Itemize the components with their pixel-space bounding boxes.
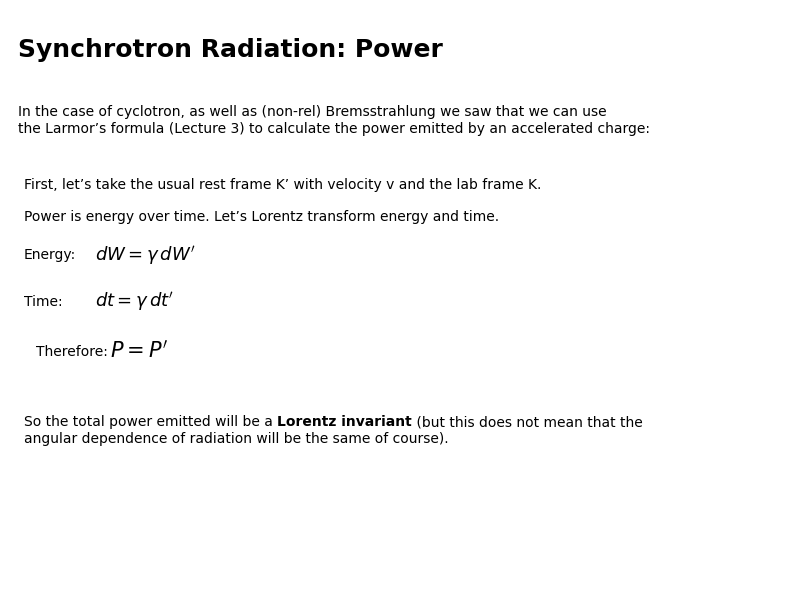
Text: So the total power emitted will be a: So the total power emitted will be a: [24, 415, 277, 429]
Text: Lorentz invariant: Lorentz invariant: [277, 415, 412, 429]
Text: Energy:: Energy:: [24, 248, 76, 262]
Text: $P = P'$: $P = P'$: [110, 339, 168, 361]
Text: Power is energy over time. Let’s Lorentz transform energy and time.: Power is energy over time. Let’s Lorentz…: [24, 210, 499, 224]
Text: $dt = \gamma\, dt'$: $dt = \gamma\, dt'$: [95, 290, 174, 313]
Text: (but this does not mean that the: (but this does not mean that the: [412, 415, 643, 429]
Text: the Larmor’s formula (Lecture 3) to calculate the power emitted by an accelerate: the Larmor’s formula (Lecture 3) to calc…: [18, 122, 650, 136]
Text: Time:: Time:: [24, 295, 63, 309]
Text: Synchrotron Radiation: Power: Synchrotron Radiation: Power: [18, 38, 443, 62]
Text: Therefore:: Therefore:: [36, 345, 108, 359]
Text: $dW = \gamma\, dW'$: $dW = \gamma\, dW'$: [95, 244, 195, 267]
Text: angular dependence of radiation will be the same of course).: angular dependence of radiation will be …: [24, 432, 449, 446]
Text: In the case of cyclotron, as well as (non-rel) Bremsstrahlung we saw that we can: In the case of cyclotron, as well as (no…: [18, 105, 607, 119]
Text: First, let’s take the usual rest frame K’ with velocity v and the lab frame K.: First, let’s take the usual rest frame K…: [24, 178, 542, 192]
